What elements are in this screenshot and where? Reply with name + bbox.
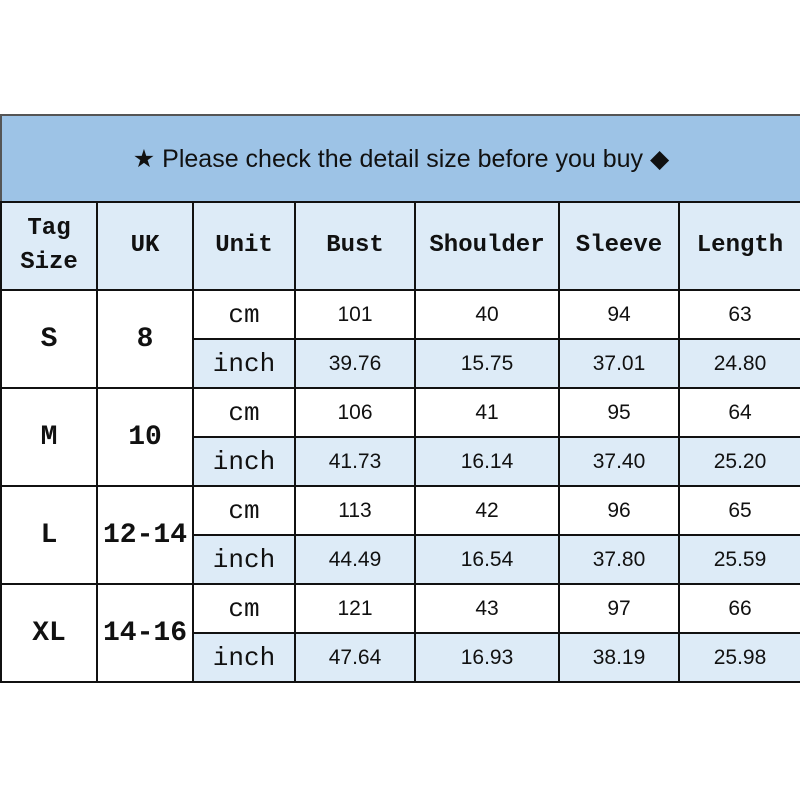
table-row: inch 47.64 16.93 38.19 25.98 bbox=[1, 632, 800, 683]
unit-cell: cm bbox=[192, 289, 296, 340]
length-cell: 64 bbox=[678, 387, 800, 438]
unit-cell: cm bbox=[192, 485, 296, 536]
shoulder-cell: 42 bbox=[414, 485, 560, 536]
shoulder-cell: 15.75 bbox=[414, 338, 560, 389]
title-text: Please check the detail size before you … bbox=[162, 144, 644, 173]
table-row: inch 44.49 16.54 37.80 25.59 bbox=[1, 534, 800, 585]
diamond-icon: ◆ bbox=[649, 145, 670, 173]
bust-cell: 47.64 bbox=[294, 632, 416, 683]
header-row: Tag Size UK Unit Bust Shoulder Sleeve Le… bbox=[0, 201, 800, 291]
table-row: L 12-14 cm 113 42 96 65 bbox=[0, 485, 800, 585]
table-row: inch 39.76 15.75 37.01 24.80 bbox=[1, 338, 800, 389]
tag-size-cell: S bbox=[0, 289, 98, 389]
length-cell: 65 bbox=[678, 485, 800, 536]
bust-cell: 39.76 bbox=[294, 338, 416, 389]
unit-cell: cm bbox=[192, 583, 296, 634]
bust-cell: 101 bbox=[294, 289, 416, 340]
table-row: XL 14-16 cm 121 43 97 66 bbox=[0, 583, 800, 683]
shoulder-cell: 40 bbox=[414, 289, 560, 340]
shoulder-cell: 16.14 bbox=[414, 436, 560, 487]
uk-size-cell: 14-16 bbox=[96, 583, 194, 683]
size-chart-table: Tag Size UK Unit Bust Shoulder Sleeve Le… bbox=[0, 201, 800, 683]
bust-cell: 113 bbox=[294, 485, 416, 536]
shoulder-cell: 41 bbox=[414, 387, 560, 438]
tag-size-cell: L bbox=[0, 485, 98, 585]
uk-size-cell: 12-14 bbox=[96, 485, 194, 585]
uk-size-cell: 10 bbox=[96, 387, 194, 487]
bust-cell: 41.73 bbox=[294, 436, 416, 487]
sleeve-cell: 37.80 bbox=[558, 534, 680, 585]
table-row: M 10 cm 106 41 95 64 bbox=[0, 387, 800, 487]
bust-cell: 44.49 bbox=[294, 534, 416, 585]
header-uk: UK bbox=[96, 201, 194, 291]
table-row: S 8 cm 101 40 94 63 bbox=[0, 289, 800, 389]
length-cell: 25.59 bbox=[678, 534, 800, 585]
unit-cell: inch bbox=[192, 632, 296, 683]
sleeve-cell: 37.40 bbox=[558, 436, 680, 487]
sleeve-cell: 38.19 bbox=[558, 632, 680, 683]
bust-cell: 106 bbox=[294, 387, 416, 438]
star-icon: ★ bbox=[132, 145, 156, 173]
uk-size-cell: 8 bbox=[96, 289, 194, 389]
length-cell: 66 bbox=[678, 583, 800, 634]
header-unit: Unit bbox=[192, 201, 296, 291]
title-banner: ★ Please check the detail size before yo… bbox=[0, 114, 800, 202]
unit-cell: inch bbox=[192, 338, 296, 389]
length-cell: 25.98 bbox=[678, 632, 800, 683]
bust-cell: 121 bbox=[294, 583, 416, 634]
shoulder-cell: 43 bbox=[414, 583, 560, 634]
length-cell: 25.20 bbox=[678, 436, 800, 487]
sleeve-cell: 37.01 bbox=[558, 338, 680, 389]
header-sleeve: Sleeve bbox=[558, 201, 680, 291]
sleeve-cell: 97 bbox=[558, 583, 680, 634]
length-cell: 63 bbox=[678, 289, 800, 340]
header-bust: Bust bbox=[294, 201, 416, 291]
unit-cell: cm bbox=[192, 387, 296, 438]
length-cell: 24.80 bbox=[678, 338, 800, 389]
tag-size-cell: XL bbox=[0, 583, 98, 683]
tag-size-cell: M bbox=[0, 387, 98, 487]
unit-cell: inch bbox=[192, 534, 296, 585]
sleeve-cell: 94 bbox=[558, 289, 680, 340]
header-shoulder: Shoulder bbox=[414, 201, 560, 291]
header-length: Length bbox=[678, 201, 800, 291]
shoulder-cell: 16.54 bbox=[414, 534, 560, 585]
sleeve-cell: 96 bbox=[558, 485, 680, 536]
header-tag-size: Tag Size bbox=[0, 201, 98, 291]
sleeve-cell: 95 bbox=[558, 387, 680, 438]
table-row: inch 41.73 16.14 37.40 25.20 bbox=[1, 436, 800, 487]
shoulder-cell: 16.93 bbox=[414, 632, 560, 683]
unit-cell: inch bbox=[192, 436, 296, 487]
